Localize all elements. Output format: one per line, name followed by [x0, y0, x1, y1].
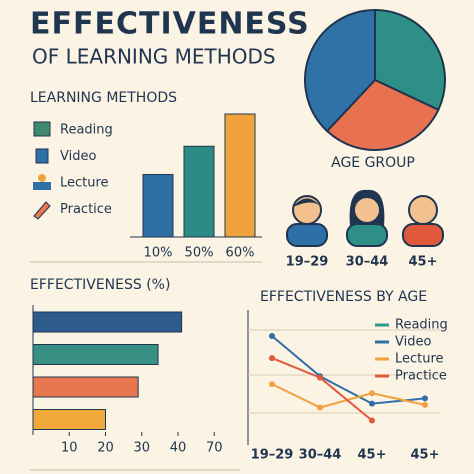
pie-slice — [304, 8, 376, 133]
title: EFFECTIVENESS — [30, 7, 310, 42]
legend-icons — [33, 121, 51, 220]
bar — [224, 113, 256, 238]
point — [269, 355, 275, 362]
x-tick-label: 50% — [185, 246, 214, 261]
pie-slice — [374, 8, 446, 112]
subtitle: OF LEARNING METHODS — [32, 45, 276, 69]
x-tick-label: 45+ — [411, 448, 440, 463]
point — [317, 374, 323, 381]
legend-label: Practice — [60, 202, 112, 217]
point — [422, 401, 428, 408]
avatars — [286, 189, 444, 247]
category-label: 19–29 — [286, 255, 329, 270]
x-tick-label: 30–44 — [299, 448, 342, 463]
legend-label: Reading — [395, 318, 448, 333]
x-tick-label: 70 — [206, 441, 223, 456]
x-tick-label: 30 — [133, 441, 150, 456]
bar — [32, 311, 183, 333]
point — [269, 333, 275, 339]
chart-title: LEARNING METHODS — [30, 90, 177, 106]
pie-slice — [325, 78, 440, 151]
bar — [142, 173, 174, 238]
x-tick-label: 10% — [144, 246, 173, 261]
chart-title: EFFECTIVENESS (%) — [30, 277, 170, 293]
x-tick-label: 20 — [97, 441, 114, 456]
legend-label: Practice — [395, 369, 447, 384]
point — [422, 395, 428, 402]
x-tick-label: 10 — [61, 441, 78, 456]
legend-label: Reading — [60, 123, 113, 138]
bar — [32, 344, 159, 365]
series-line — [271, 335, 426, 405]
point — [369, 417, 375, 424]
category-label: 45+ — [409, 255, 438, 270]
bar — [183, 145, 215, 238]
series-line — [271, 357, 373, 422]
x-tick-label: 45+ — [358, 448, 387, 463]
point — [269, 381, 275, 388]
legend-label: Lecture — [60, 176, 109, 191]
category-label: 30–44 — [346, 255, 389, 270]
legend-label: Video — [395, 335, 431, 350]
legend-label: Lecture — [395, 352, 444, 367]
x-tick-label: 19–29 — [251, 448, 294, 463]
chart-title: EFFECTIVENESS BY AGE — [260, 289, 427, 305]
legend-label: Video — [60, 149, 96, 164]
x-tick-label: 40 — [170, 441, 187, 456]
x-tick-label: 60% — [226, 246, 255, 261]
point — [369, 390, 375, 397]
point — [369, 400, 375, 407]
series-line — [271, 383, 426, 409]
bar — [32, 376, 139, 398]
bar — [32, 409, 106, 430]
chart-title: AGE GROUP — [331, 155, 415, 171]
point — [317, 404, 323, 411]
